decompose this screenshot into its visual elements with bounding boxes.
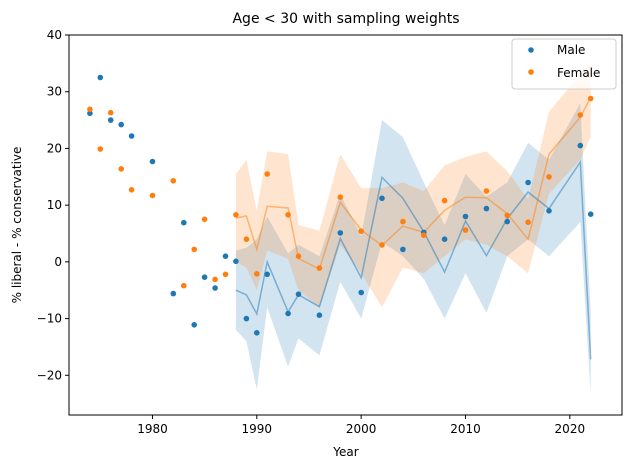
- female-point: [577, 112, 584, 118]
- female-point: [128, 187, 135, 193]
- female-point: [400, 218, 406, 225]
- male-point: [483, 205, 490, 212]
- x-tick-label: 2020: [555, 422, 586, 436]
- y-tick-label: 10: [47, 198, 62, 212]
- female-point: [149, 192, 156, 199]
- male-point: [295, 291, 302, 298]
- female-point: [181, 282, 187, 289]
- female-point: [212, 276, 218, 283]
- male-point: [525, 179, 531, 186]
- male-point: [118, 121, 124, 128]
- legend-marker-male: [528, 47, 534, 53]
- male-point: [441, 236, 448, 242]
- female-point: [546, 174, 552, 180]
- smooth-lines: [235, 97, 592, 360]
- male-point: [191, 322, 197, 328]
- legend-frame: [511, 38, 617, 90]
- female-point: [379, 242, 385, 248]
- male-point: [87, 110, 93, 117]
- female-point: [525, 219, 531, 225]
- female-point: [253, 271, 260, 277]
- y-axis: −20 −10 0 10 20 30 40: [37, 28, 69, 382]
- legend-marker-female: [528, 69, 534, 75]
- male-point: [316, 312, 323, 319]
- female-point: [587, 95, 594, 102]
- y-tick-label: −10: [37, 312, 62, 326]
- male-point: [212, 285, 218, 291]
- y-tick-label: 30: [47, 85, 62, 99]
- confidence-bands: [235, 63, 591, 396]
- chart-title: Age < 30 with sampling weights: [232, 11, 459, 27]
- male-point: [400, 246, 406, 253]
- male-point: [243, 315, 250, 322]
- male-point: [462, 213, 469, 220]
- female-band: [235, 63, 591, 308]
- female-point: [295, 253, 302, 259]
- female-point: [264, 171, 271, 177]
- male-point: [149, 158, 156, 165]
- female-point: [118, 166, 124, 172]
- female-point: [87, 106, 93, 113]
- male-point: [379, 195, 385, 202]
- legend: Male Female: [511, 38, 617, 90]
- male-point: [97, 74, 104, 81]
- x-axis: 1980 1990 2000 2010 2020: [137, 415, 585, 436]
- male-point: [337, 230, 344, 236]
- y-tick-label: 0: [54, 255, 62, 269]
- female-point: [243, 236, 250, 242]
- female-point: [462, 227, 469, 233]
- x-tick-label: 2000: [346, 422, 377, 436]
- female-point: [191, 246, 197, 253]
- female-point: [107, 109, 114, 116]
- male-point: [264, 271, 271, 278]
- plot-frame: [68, 34, 623, 416]
- legend-label-male: Male: [557, 43, 585, 57]
- y-tick-label: 40: [47, 28, 62, 42]
- male-line: [235, 159, 592, 360]
- female-point: [421, 232, 427, 238]
- male-point: [222, 253, 229, 259]
- male-point: [285, 310, 291, 317]
- female-point: [483, 188, 490, 194]
- x-tick-label: 2010: [450, 422, 481, 436]
- male-point: [546, 208, 552, 214]
- male-point: [577, 142, 584, 149]
- female-point: [358, 228, 365, 234]
- male-point: [107, 117, 114, 123]
- x-tick-label: 1980: [137, 422, 168, 436]
- y-tick-label: 20: [47, 141, 62, 155]
- y-axis-label: % liberal - % conservative: [10, 147, 24, 304]
- female-point: [233, 212, 239, 218]
- female-point: [504, 212, 511, 219]
- male-point: [170, 290, 177, 297]
- x-axis-label: Year: [332, 445, 358, 459]
- legend-label-female: Female: [557, 66, 600, 80]
- female-point: [337, 194, 344, 200]
- female-point: [222, 271, 229, 278]
- female-point: [201, 216, 208, 223]
- male-point: [358, 289, 365, 296]
- data-points: [87, 74, 594, 336]
- female-point: [97, 146, 104, 152]
- male-point: [201, 274, 208, 281]
- male-point: [504, 218, 511, 225]
- female-point: [441, 197, 448, 204]
- female-point: [316, 265, 323, 271]
- female-point: [285, 212, 291, 218]
- male-band: [235, 103, 591, 396]
- female-line: [235, 97, 592, 271]
- female-point: [170, 178, 177, 184]
- male-point: [587, 211, 594, 217]
- male-point: [181, 219, 187, 226]
- x-tick-label: 1990: [242, 422, 273, 436]
- male-point: [233, 258, 239, 265]
- male-point: [128, 133, 135, 139]
- male-point: [253, 330, 260, 336]
- y-tick-label: −20: [37, 368, 62, 382]
